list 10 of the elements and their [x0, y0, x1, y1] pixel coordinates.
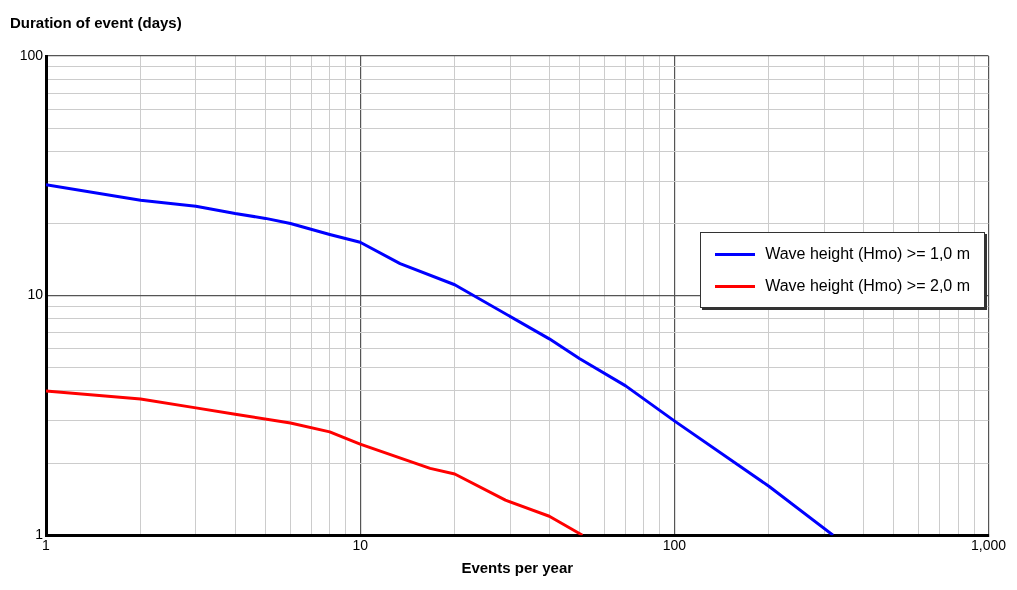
y-tick-label: 1: [35, 526, 44, 543]
legend-label: Wave height (Hmo) >= 1,0 m: [765, 245, 970, 263]
x-tick-label: 100: [662, 537, 687, 554]
legend-label: Wave height (Hmo) >= 2,0 m: [765, 277, 970, 295]
y-axis-title: Duration of event (days): [10, 14, 182, 31]
x-axis-title: Events per year: [461, 559, 574, 577]
x-tick-label: 10: [352, 537, 369, 554]
y-tick-label: 100: [19, 46, 44, 63]
y-tick-label: 10: [27, 286, 44, 303]
x-tick-label: 1,000: [970, 537, 1007, 554]
